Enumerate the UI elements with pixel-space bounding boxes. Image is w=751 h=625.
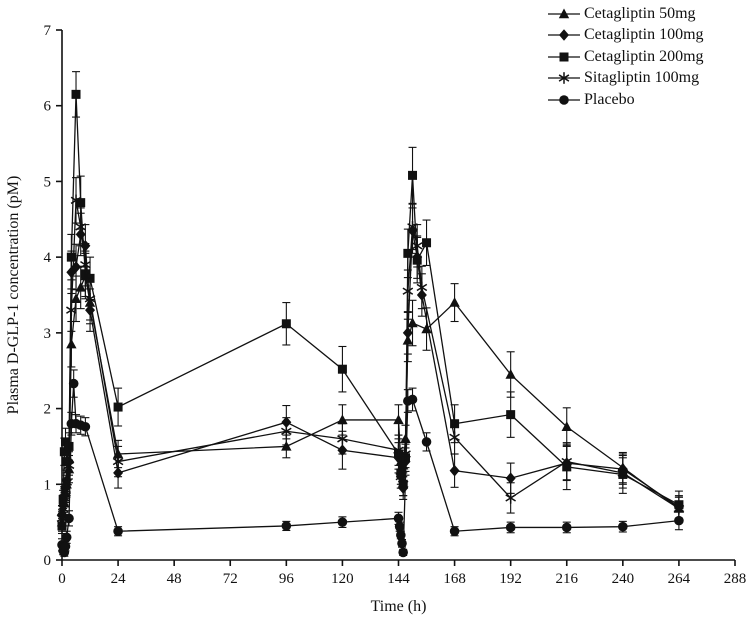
y-tick-label: 2 xyxy=(44,402,52,418)
markers xyxy=(57,378,684,558)
error-bars xyxy=(58,177,683,528)
legend-item-sitagliptin-100mg: Sitagliptin 100mg xyxy=(548,68,704,90)
y-tick-label: 0 xyxy=(44,553,52,569)
x-tick-label: 264 xyxy=(668,571,691,587)
markers xyxy=(56,194,685,525)
legend-item-cetagliptin-50mg: Cetagliptin 50mg xyxy=(548,3,704,25)
y-tick-label: 4 xyxy=(44,250,52,266)
x-tick-label: 144 xyxy=(387,571,410,587)
error-bars xyxy=(58,252,683,532)
x-tick-label: 24 xyxy=(111,571,127,587)
x-axis-title: Time (h) xyxy=(370,598,427,615)
asterisk-marker-icon xyxy=(548,72,580,85)
x-tick-label: 240 xyxy=(612,571,635,587)
legend-label: Placebo xyxy=(584,90,635,108)
markers xyxy=(56,270,685,527)
x-tick-label: 216 xyxy=(556,571,579,587)
y-tick-label: 7 xyxy=(44,23,52,39)
x-tick-label: 120 xyxy=(331,571,354,587)
x-axis-ticks: 0 24 48 72 96 120 144 168 192 216 240 264 288 xyxy=(58,560,746,587)
error-bars xyxy=(58,207,683,525)
y-tick-label: 3 xyxy=(44,326,52,342)
x-tick-label: 192 xyxy=(499,571,522,587)
diamond-marker-icon xyxy=(548,29,580,42)
y-tick-label: 1 xyxy=(44,477,52,493)
y-axis-ticks: 0 1 2 3 4 5 6 7 xyxy=(44,23,62,569)
legend: Cetagliptin 50mg Cetagliptin 100mg Cetag… xyxy=(548,3,704,111)
error-bars xyxy=(58,71,683,535)
legend-item-cetagliptin-200mg: Cetagliptin 200mg xyxy=(548,46,704,68)
x-tick-label: 168 xyxy=(443,571,466,587)
series-placebo xyxy=(57,369,684,558)
legend-label: Cetagliptin 50mg xyxy=(584,4,696,22)
legend-label: Sitagliptin 100mg xyxy=(584,69,700,87)
y-axis-title: Plasma D-GLP-1 concentration (pM) xyxy=(5,175,22,415)
series-cetagliptin-100mg xyxy=(57,207,684,525)
x-tick-label: 72 xyxy=(223,571,238,587)
circle-marker-icon xyxy=(548,94,580,105)
markers xyxy=(57,224,684,521)
markers xyxy=(57,89,684,531)
y-tick-label: 5 xyxy=(44,174,52,190)
legend-label: Cetagliptin 100mg xyxy=(584,26,704,44)
x-tick-label: 96 xyxy=(279,571,295,587)
triangle-marker-icon xyxy=(548,8,580,18)
series-cetagliptin-50mg xyxy=(56,252,685,532)
x-tick-label: 48 xyxy=(167,571,182,587)
series-cetagliptin-200mg xyxy=(57,71,684,535)
x-tick-label: 0 xyxy=(58,571,66,587)
series-sitagliptin-100mg xyxy=(56,177,685,528)
square-marker-icon xyxy=(548,52,580,62)
legend-item-cetagliptin-100mg: Cetagliptin 100mg xyxy=(548,25,704,47)
legend-label: Cetagliptin 200mg xyxy=(584,47,704,65)
legend-item-placebo: Placebo xyxy=(548,89,704,111)
y-tick-label: 6 xyxy=(44,99,52,115)
x-tick-label: 288 xyxy=(724,571,747,587)
